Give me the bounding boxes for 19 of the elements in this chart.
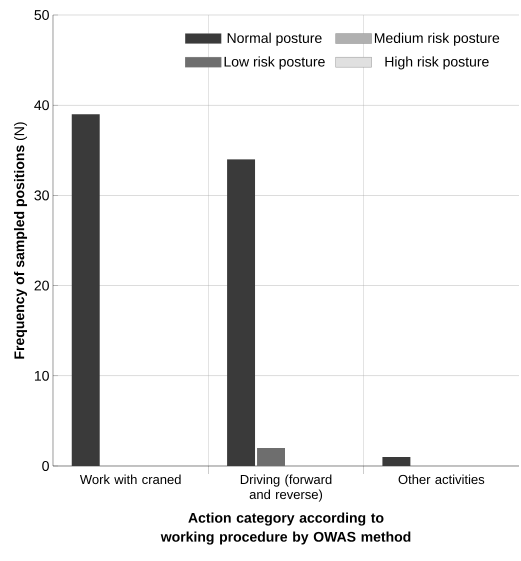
y-tick-label: 30 bbox=[34, 190, 49, 200]
bar bbox=[382, 456, 410, 466]
x-tick-label: Work with craned bbox=[80, 474, 181, 484]
legend-label: High risk posture bbox=[385, 56, 489, 70]
x-tick-label: Other activities bbox=[398, 474, 484, 484]
bar bbox=[257, 448, 286, 466]
y-tick-label: 20 bbox=[34, 280, 49, 291]
y-tick-label: 10 bbox=[34, 370, 49, 381]
y-tick-label: 50 bbox=[34, 10, 49, 20]
y-tick-label: 40 bbox=[34, 100, 49, 110]
y-tick-label: 0 bbox=[42, 461, 49, 471]
bar bbox=[72, 114, 100, 466]
legend-label: Medium risk posture bbox=[374, 32, 500, 46]
y-axis-title: Frequency of sampled positions (N) bbox=[14, 122, 28, 359]
x-tick-label: Driving (forward and reverse) bbox=[240, 474, 332, 502]
x-axis-title: Action category according to working procedure by OWAS method bbox=[160, 512, 410, 545]
legend-label: Normal posture bbox=[228, 32, 322, 46]
bar bbox=[227, 159, 256, 466]
legend-label: Low risk posture bbox=[224, 56, 325, 70]
